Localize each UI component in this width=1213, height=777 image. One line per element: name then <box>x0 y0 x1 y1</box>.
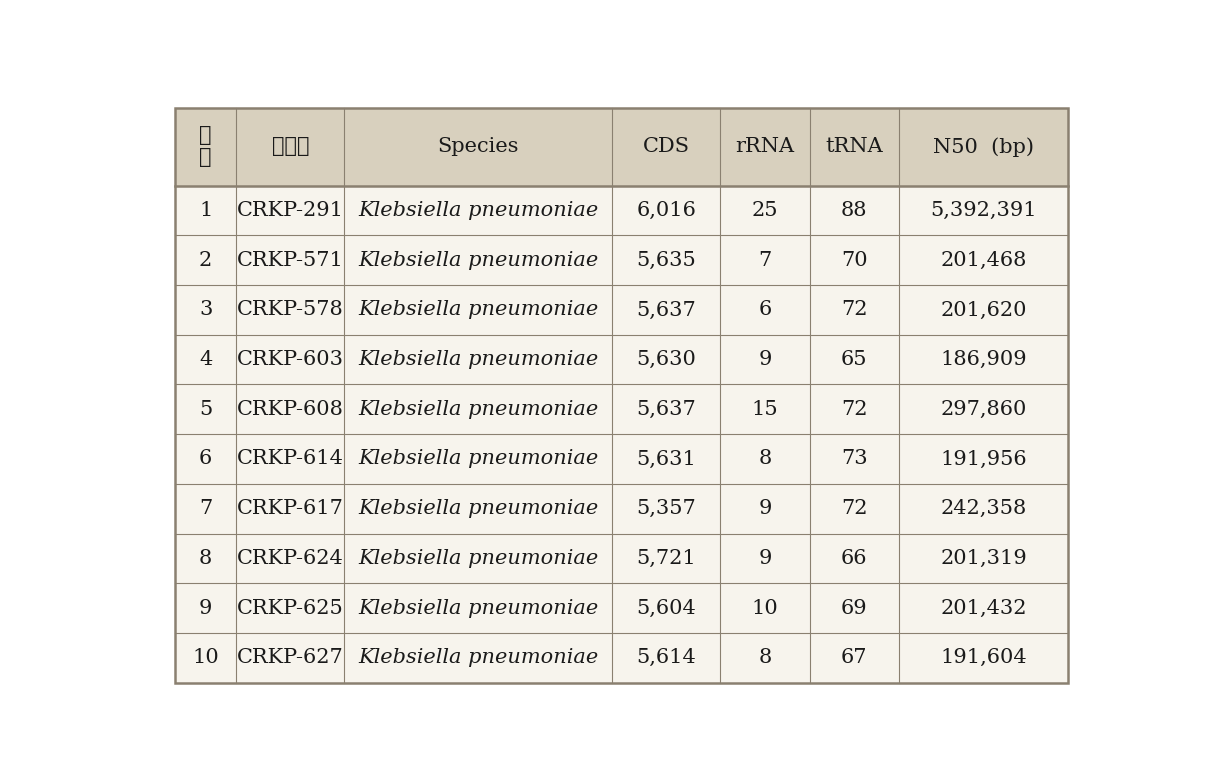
Text: tRNA: tRNA <box>826 138 883 156</box>
Bar <box>175 584 1069 633</box>
Bar <box>175 484 1069 534</box>
Text: 15: 15 <box>752 400 779 419</box>
Text: 88: 88 <box>841 201 867 220</box>
Text: 8: 8 <box>758 449 771 469</box>
Text: 4: 4 <box>199 350 212 369</box>
Text: 5,614: 5,614 <box>637 648 696 667</box>
Text: 191,604: 191,604 <box>940 648 1027 667</box>
Text: CRKP-578: CRKP-578 <box>237 301 343 319</box>
Text: 67: 67 <box>841 648 867 667</box>
Text: Klebsiella pneumoniae: Klebsiella pneumoniae <box>358 598 598 618</box>
Text: 5,392,391: 5,392,391 <box>930 201 1037 220</box>
Text: 72: 72 <box>841 400 867 419</box>
Text: 9: 9 <box>199 598 212 618</box>
Text: 72: 72 <box>841 499 867 518</box>
Text: 66: 66 <box>841 549 867 568</box>
Text: 69: 69 <box>841 598 867 618</box>
Text: CRKP-291: CRKP-291 <box>237 201 343 220</box>
Text: Klebsiella pneumoniae: Klebsiella pneumoniae <box>358 449 598 469</box>
Text: CRKP-603: CRKP-603 <box>237 350 343 369</box>
Text: 201,468: 201,468 <box>940 251 1026 270</box>
Text: 5,357: 5,357 <box>637 499 696 518</box>
Text: Klebsiella pneumoniae: Klebsiella pneumoniae <box>358 499 598 518</box>
Bar <box>175 385 1069 434</box>
Text: Klebsiella pneumoniae: Klebsiella pneumoniae <box>358 350 598 369</box>
Text: rRNA: rRNA <box>735 138 795 156</box>
Text: 65: 65 <box>841 350 867 369</box>
Text: CRKP-625: CRKP-625 <box>237 598 343 618</box>
Text: 5,637: 5,637 <box>637 400 696 419</box>
Text: 191,956: 191,956 <box>940 449 1027 469</box>
Text: 균주명: 균주명 <box>272 138 309 156</box>
Text: 5,631: 5,631 <box>637 449 696 469</box>
Bar <box>175 186 1069 235</box>
Text: 8: 8 <box>199 549 212 568</box>
Bar <box>175 108 1069 186</box>
Text: 10: 10 <box>752 598 779 618</box>
Text: 242,358: 242,358 <box>940 499 1026 518</box>
Text: 186,909: 186,909 <box>940 350 1027 369</box>
Text: 70: 70 <box>841 251 867 270</box>
Text: 5,721: 5,721 <box>637 549 696 568</box>
Text: CRKP-624: CRKP-624 <box>237 549 343 568</box>
Bar <box>175 534 1069 584</box>
Bar <box>175 285 1069 335</box>
Text: Species: Species <box>438 138 519 156</box>
Text: 9: 9 <box>758 350 771 369</box>
Text: N50  (bp): N50 (bp) <box>933 137 1035 157</box>
Text: 7: 7 <box>758 251 771 270</box>
Text: CRKP-614: CRKP-614 <box>237 449 343 469</box>
Bar <box>175 434 1069 484</box>
Text: 201,432: 201,432 <box>940 598 1027 618</box>
Text: 2: 2 <box>199 251 212 270</box>
Bar <box>175 633 1069 682</box>
Text: 297,860: 297,860 <box>940 400 1026 419</box>
Text: 5: 5 <box>199 400 212 419</box>
Text: 201,319: 201,319 <box>940 549 1027 568</box>
Text: CRKP-627: CRKP-627 <box>237 648 343 667</box>
Text: 9: 9 <box>758 499 771 518</box>
Bar <box>175 235 1069 285</box>
Text: 5,604: 5,604 <box>637 598 696 618</box>
Text: CRKP-617: CRKP-617 <box>237 499 343 518</box>
Text: Klebsiella pneumoniae: Klebsiella pneumoniae <box>358 400 598 419</box>
Text: 10: 10 <box>193 648 220 667</box>
Text: 6: 6 <box>758 301 771 319</box>
Text: 5,637: 5,637 <box>637 301 696 319</box>
Text: 73: 73 <box>841 449 867 469</box>
Text: 9: 9 <box>758 549 771 568</box>
Text: CDS: CDS <box>643 138 690 156</box>
Text: 8: 8 <box>758 648 771 667</box>
Text: CRKP-571: CRKP-571 <box>237 251 343 270</box>
Text: 번
호: 번 호 <box>199 127 212 168</box>
Text: CRKP-608: CRKP-608 <box>237 400 343 419</box>
Text: 1: 1 <box>199 201 212 220</box>
Text: 201,620: 201,620 <box>940 301 1027 319</box>
Text: 6: 6 <box>199 449 212 469</box>
Text: 72: 72 <box>841 301 867 319</box>
Text: 6,016: 6,016 <box>637 201 696 220</box>
Text: 5,630: 5,630 <box>637 350 696 369</box>
Text: Klebsiella pneumoniae: Klebsiella pneumoniae <box>358 648 598 667</box>
Text: Klebsiella pneumoniae: Klebsiella pneumoniae <box>358 201 598 220</box>
Text: 5,635: 5,635 <box>637 251 696 270</box>
Text: Klebsiella pneumoniae: Klebsiella pneumoniae <box>358 549 598 568</box>
Text: 25: 25 <box>752 201 779 220</box>
Text: Klebsiella pneumoniae: Klebsiella pneumoniae <box>358 301 598 319</box>
Bar <box>175 335 1069 385</box>
Text: Klebsiella pneumoniae: Klebsiella pneumoniae <box>358 251 598 270</box>
Text: 7: 7 <box>199 499 212 518</box>
Text: 3: 3 <box>199 301 212 319</box>
